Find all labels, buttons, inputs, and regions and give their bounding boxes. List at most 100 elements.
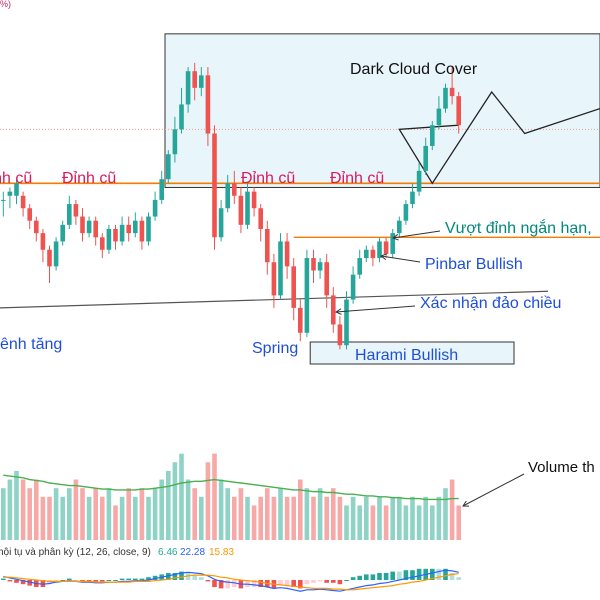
volume-bar xyxy=(245,496,250,540)
volume-bar xyxy=(317,488,323,540)
macd-histogram-bar xyxy=(126,578,131,580)
volume-bar xyxy=(212,453,217,540)
candle-body xyxy=(383,241,389,254)
volume-bar xyxy=(456,505,461,540)
macd-histogram-bar xyxy=(449,573,455,580)
volume-bar xyxy=(146,496,151,540)
volume-bar xyxy=(383,505,389,540)
candle-body xyxy=(423,145,428,171)
macd-histogram-bar xyxy=(278,580,283,586)
candle-body xyxy=(357,258,362,275)
volume-bar xyxy=(119,496,125,540)
candle-body xyxy=(324,262,329,296)
candle-body xyxy=(311,258,316,271)
volume-bar xyxy=(179,453,184,540)
candle-body xyxy=(40,233,46,250)
candle-body xyxy=(1,199,6,201)
macd-histogram-bar xyxy=(416,568,422,580)
candle-body xyxy=(27,208,32,221)
volume-bar xyxy=(100,496,105,540)
candle-body xyxy=(106,228,112,250)
volume-bar xyxy=(80,488,85,540)
volume-bar xyxy=(139,488,145,540)
macd-histogram-bar xyxy=(119,578,125,580)
candle-body xyxy=(166,154,171,180)
macd-histogram-bar xyxy=(218,580,224,589)
candle-body xyxy=(390,233,395,254)
dinh-cu-label-2: Đỉnh cũ xyxy=(62,170,116,187)
macd-histogram-bar xyxy=(304,580,310,585)
macd-histogram-bar xyxy=(232,580,237,587)
dinh-cu-label-3: Đỉnh cũ xyxy=(241,170,295,187)
volume-bar xyxy=(53,488,59,540)
candle-body xyxy=(192,71,197,88)
volume-bar xyxy=(271,496,277,540)
volume-bar xyxy=(410,496,415,540)
macd-histogram-bar xyxy=(146,577,151,580)
candle-body xyxy=(139,220,145,242)
candle-body xyxy=(14,183,19,196)
candle-body xyxy=(53,241,59,267)
volume-bar xyxy=(390,496,395,540)
candle-body xyxy=(100,237,105,250)
candle-body xyxy=(304,258,310,333)
macd-histogram-bar xyxy=(370,574,376,580)
candle-body xyxy=(251,191,257,209)
volume-bar xyxy=(357,505,362,540)
macd-histogram-bar xyxy=(205,580,211,582)
macd-histogram-bar xyxy=(192,575,197,580)
macd-histogram-bar xyxy=(291,580,296,587)
xac-nhan-label: Xác nhận đảo chiều xyxy=(420,295,561,312)
pinbar-arrow xyxy=(380,255,421,263)
candle-body xyxy=(370,249,376,259)
volume-arrow xyxy=(462,473,525,507)
candle-body xyxy=(377,241,382,259)
volume-bar xyxy=(443,488,448,540)
macd-histogram-bar xyxy=(377,573,382,580)
harami-label: Harami Bullish xyxy=(355,347,458,364)
candle-body xyxy=(93,220,98,238)
macd-histogram-bar xyxy=(410,570,415,580)
macd-histogram-bar xyxy=(80,580,85,582)
macd-histogram-bar xyxy=(20,580,26,585)
macd-histogram-bar xyxy=(364,574,369,580)
volume-bar xyxy=(364,496,369,540)
macd-histogram-bar xyxy=(199,577,204,580)
volume-bar xyxy=(192,488,197,540)
macd-histogram-bar xyxy=(456,577,461,580)
candle-body xyxy=(20,195,26,209)
macd-histogram-bar xyxy=(331,580,336,583)
volume-bar xyxy=(258,496,263,540)
volume-bar xyxy=(423,496,428,540)
candle-body xyxy=(410,191,415,205)
volume-bar xyxy=(86,496,92,540)
pinbar-arrow-head xyxy=(379,253,387,261)
volume-bar xyxy=(60,496,65,540)
macd-histogram-bar xyxy=(317,580,323,582)
candle-body xyxy=(152,199,158,217)
volume-bar xyxy=(331,488,336,540)
macd-histogram-bar xyxy=(73,580,79,581)
macd-histogram-bar xyxy=(172,573,178,580)
candle-body xyxy=(291,266,296,308)
volume-bar xyxy=(324,496,329,540)
macd-histogram-bar xyxy=(67,578,72,580)
candle-body xyxy=(225,183,230,209)
candle-body xyxy=(443,87,448,109)
macd-histogram-bar xyxy=(14,580,19,583)
volume-bar xyxy=(430,505,435,540)
volume-bar xyxy=(291,496,296,540)
candle-body xyxy=(73,204,79,217)
macd-histogram-bar xyxy=(133,578,138,580)
volume-bar xyxy=(185,479,191,540)
volume-bar xyxy=(298,479,303,540)
macd-histogram-bar xyxy=(258,580,263,587)
macd-legend-value-3: 15.83 xyxy=(209,547,234,558)
volume-bar xyxy=(218,479,224,540)
volume-bar xyxy=(159,479,164,540)
candle-body xyxy=(331,295,336,325)
candle-body xyxy=(179,104,184,130)
volume-bar xyxy=(397,496,402,540)
candle-body xyxy=(337,324,343,346)
macd-histogram-bar xyxy=(166,573,171,580)
